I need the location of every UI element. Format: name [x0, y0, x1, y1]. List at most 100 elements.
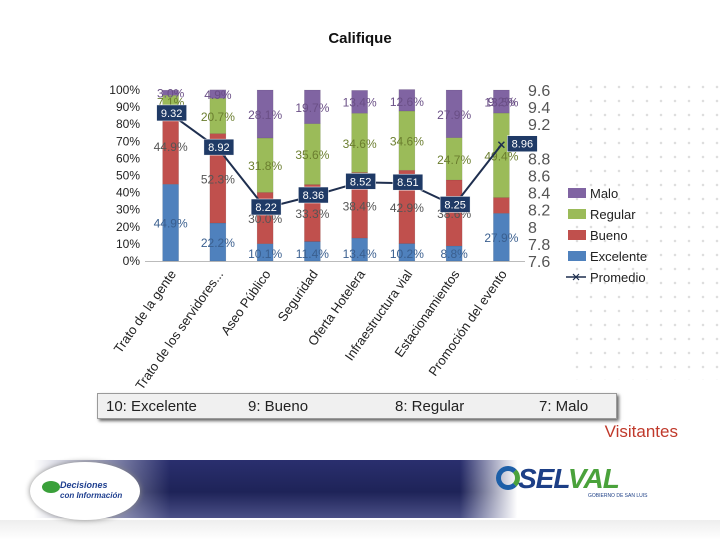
data-label-regular: 24.7%	[437, 153, 471, 167]
y-right-tick-label: 8.8	[528, 151, 550, 168]
promedio-label: 8.22	[255, 202, 276, 214]
y-right-tick-label: 7.6	[528, 254, 550, 271]
scale-item-regular: 8: Regular	[395, 398, 465, 415]
data-label-regular: 20.7%	[201, 110, 235, 124]
promedio-label: 8.51	[397, 177, 418, 189]
data-label-malo: 13.5%	[484, 96, 518, 110]
promedio-label: 8.96	[512, 139, 533, 151]
legend-label-promedio: Promedio	[590, 270, 646, 285]
audience-label: Visitantes	[604, 422, 678, 441]
data-label-malo: 28.1%	[248, 108, 282, 122]
promedio-label-box	[345, 173, 376, 190]
legend-swatch-regular	[568, 209, 586, 219]
bar-segment-malo	[162, 89, 179, 96]
footer-bottom-strip	[0, 520, 720, 540]
promedio-label: 8.25	[444, 199, 465, 211]
promedio-label: 8.92	[208, 142, 229, 154]
y-left-tick-label: 50%	[116, 169, 140, 183]
y-left-tick-label: 30%	[116, 203, 140, 217]
data-label-regular: 35.6%	[295, 148, 329, 162]
legend-label-regular: Regular	[590, 207, 636, 222]
rating-scale-box: 10: Excelente 9: Bueno 8: Regular 7: Mal…	[97, 393, 617, 419]
stacked-bar-chart: 0%10%20%30%40%50%60%70%80%90%100%7.67.88…	[109, 83, 647, 390]
category-label: Aseo Público	[218, 267, 274, 338]
data-label-excelente: 8.8%	[440, 247, 468, 261]
logo-left-line1: Decisiones	[60, 480, 108, 490]
data-label-excelente: 22.2%	[201, 236, 235, 250]
decisiones-logo: Decisiones con Información	[30, 462, 140, 520]
y-left-tick-label: 40%	[116, 186, 140, 200]
promedio-label-box	[439, 196, 471, 213]
page-title: Califique	[328, 30, 392, 47]
y-left-tick-label: 100%	[109, 83, 140, 97]
bar-segment-malo	[351, 90, 368, 114]
bar-segment-bueno	[493, 197, 510, 214]
y-right-tick-label: 8.4	[528, 186, 550, 203]
selval-word-b: VAL	[567, 463, 620, 494]
y-right-tick-label: 9.2	[528, 117, 550, 134]
selval-logo: SELVAL GOBIERNO DE SAN LUIS	[496, 462, 647, 504]
data-label-bueno: 52.3%	[201, 172, 235, 186]
y-right-tick-label: 9.4	[528, 100, 550, 117]
data-label-extra: 9.2%	[488, 95, 516, 109]
y-left-tick-label: 70%	[116, 134, 140, 148]
y-left-tick-label: 60%	[116, 151, 140, 165]
legend-label-malo: Malo	[590, 186, 618, 201]
legend-swatch-malo	[568, 188, 586, 198]
data-label-malo: 13.4%	[343, 95, 377, 109]
data-label-malo: 27.9%	[437, 108, 471, 122]
data-label-excelente: 13.4%	[343, 247, 377, 261]
data-label-excelente: 10.2%	[390, 247, 424, 261]
data-label-excelente: 27.9%	[484, 231, 518, 245]
data-label-bueno: 30.0%	[248, 212, 282, 226]
selval-mark-icon	[496, 466, 520, 490]
bar-segment-malo	[493, 89, 510, 114]
legend-swatch-excelente	[568, 251, 586, 261]
promedio-label-box	[298, 186, 329, 204]
logo-left-line2: con Información	[60, 491, 123, 500]
y-left-tick-label: 10%	[116, 237, 140, 251]
category-label: Trato de los servidores...	[132, 267, 226, 390]
scale-item-bueno: 9: Bueno	[248, 398, 309, 415]
promedio-label: 8.36	[303, 190, 324, 202]
selval-wordmark: SELVAL	[518, 463, 620, 495]
legend-label-bueno: Bueno	[590, 228, 628, 243]
y-right-tick-label: 8.6	[528, 169, 550, 186]
legend-swatch-bueno	[568, 230, 586, 240]
data-label-malo: 3.0%	[157, 87, 185, 101]
bar-segment-malo	[398, 89, 416, 112]
data-label-excelente: 11.4%	[296, 247, 329, 261]
data-label-excelente: 44.9%	[154, 217, 188, 231]
y-left-tick-label: 90%	[116, 100, 140, 114]
selval-subtitle: GOBIERNO DE SAN LUIS	[588, 493, 648, 499]
bar-segment-malo	[304, 89, 321, 124]
data-label-regular: 34.6%	[343, 137, 377, 151]
y-right-tick-label: 7.8	[528, 237, 550, 254]
data-label-regular: 34.6%	[390, 135, 424, 149]
data-label-bueno: 33.3%	[295, 207, 329, 221]
category-label: Seguridad	[275, 267, 321, 324]
y-right-tick-label: 8.2	[528, 203, 550, 220]
y-left-tick-label: 20%	[116, 220, 140, 234]
legend-label-excelente: Excelente	[590, 249, 647, 264]
swoosh-icon	[42, 481, 60, 493]
y-left-tick-label: 0%	[123, 254, 141, 268]
y-right-tick-label: 8	[528, 220, 537, 237]
bar-segment-malo	[445, 89, 463, 138]
data-label-bueno: 38.4%	[343, 199, 377, 213]
promedio-label-box	[392, 173, 424, 191]
promedio-label-box	[156, 104, 187, 122]
promedio-marker	[497, 141, 505, 149]
legend-marker-promedio	[572, 273, 580, 281]
data-label-malo: 19.7%	[295, 101, 329, 115]
selval-word-a: SEL	[518, 463, 569, 494]
promedio-label: 8.52	[350, 176, 371, 188]
data-label-excelente: 10.1%	[248, 247, 282, 261]
promedio-label: 9.32	[161, 108, 182, 120]
bar-segment-malo	[209, 89, 227, 99]
promedio-label-box	[203, 138, 235, 156]
data-label-bueno: 42.9%	[390, 201, 424, 215]
data-label-malo: 4.9%	[204, 88, 232, 102]
data-label-bueno: 44.9%	[154, 140, 188, 154]
y-left-tick-label: 80%	[116, 117, 140, 131]
